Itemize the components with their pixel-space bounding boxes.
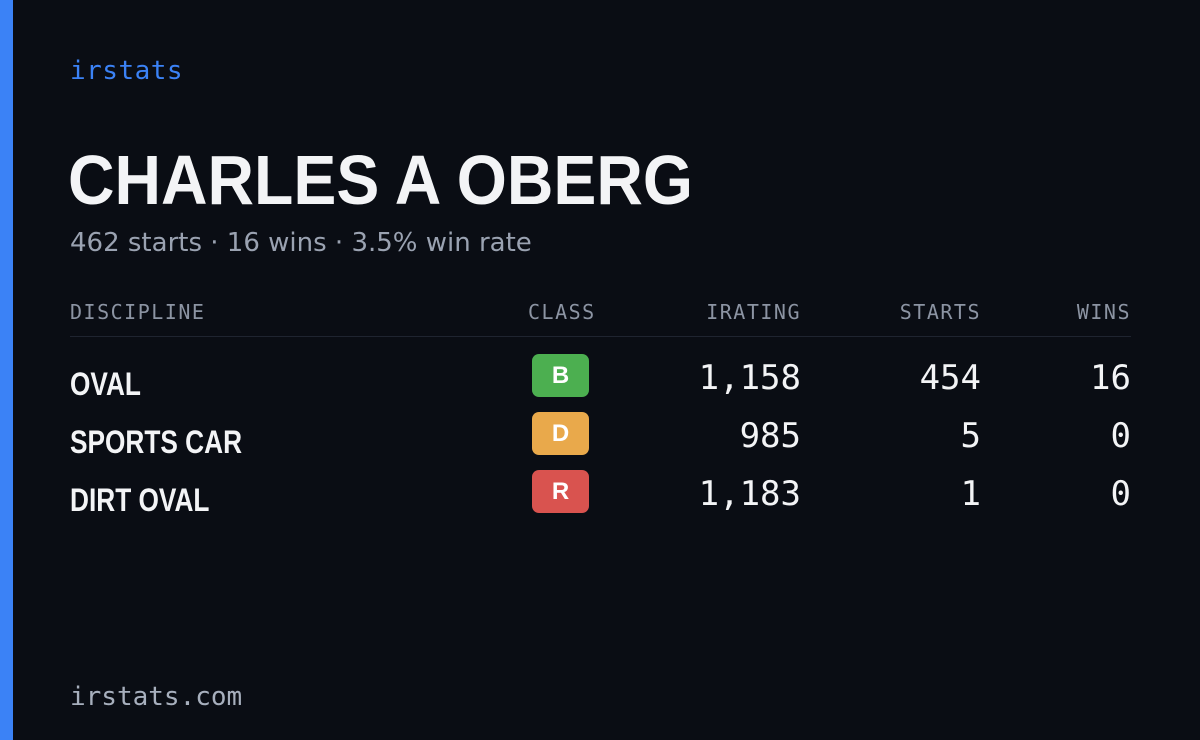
header-class: CLASS [528,300,596,324]
starts-value: 1 [960,474,981,514]
irating-value: 985 [739,416,801,456]
table-row: DIRT OVAL R 1,183 1 0 [70,470,1131,518]
irating-value: 1,183 [698,474,801,514]
footer-site-url: irstats.com [70,682,243,712]
stats-table-header: DISCIPLINE CLASS IRATING STARTS WINS [70,300,1131,337]
license-class-badge: D [532,412,589,455]
wins-value: 0 [1110,474,1131,514]
license-class-badge: R [532,470,589,513]
header-wins: WINS [1076,300,1131,324]
header-discipline: DISCIPLINE [70,300,206,324]
discipline-name: SPORTS CAR [70,424,243,460]
starts-value: 5 [960,416,981,456]
brand-logo: irstats [70,56,184,86]
license-class-badge: B [532,354,589,397]
accent-bar [0,0,13,740]
table-row: OVAL B 1,158 454 16 [70,354,1131,402]
driver-name: CHARLES A OBERG [68,141,693,219]
wins-value: 16 [1090,358,1131,398]
driver-summary: 462 starts · 16 wins · 3.5% win rate [70,228,532,258]
table-row: SPORTS CAR D 985 5 0 [70,412,1131,460]
irating-value: 1,158 [698,358,801,398]
discipline-name: DIRT OVAL [70,482,210,518]
wins-value: 0 [1110,416,1131,456]
header-irating: IRATING [706,300,801,324]
starts-value: 454 [919,358,981,398]
discipline-name: OVAL [70,366,141,402]
header-starts: STARTS [899,300,981,324]
